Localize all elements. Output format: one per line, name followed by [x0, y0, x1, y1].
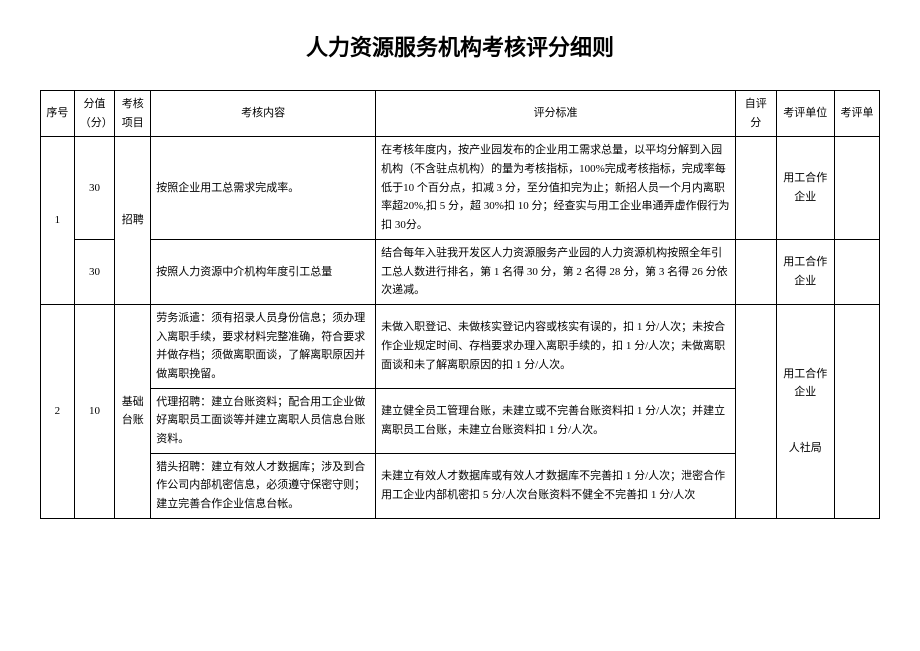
cell-self	[736, 137, 776, 239]
cell-project: 招聘	[115, 137, 151, 305]
table-row: 1 30 招聘 按照企业用工总需求完成率。 在考核年度内，按产业园发布的企业用工…	[41, 137, 880, 239]
cell-content: 代理招聘：建立台账资料；配合用工企业做好离职员工面谈等并建立离职人员信息台账资料…	[151, 388, 376, 453]
cell-score: 30	[74, 137, 114, 239]
cell-content: 按照人力资源中介机构年度引工总量	[151, 239, 376, 304]
header-content: 考核内容	[151, 91, 376, 137]
table-row: 30 按照人力资源中介机构年度引工总量 结合每年入驻我开发区人力资源服务产业园的…	[41, 239, 880, 304]
cell-standard: 未做入职登记、未做核实登记内容或核实有误的，扣 1 分/人次；未按合作企业规定时…	[376, 304, 736, 388]
table-row: 2 10 基础台账 劳务派遣：须有招录人员身份信息；须办理入离职手续，要求材料完…	[41, 304, 880, 388]
cell-standard: 未建立有效人才数据库或有效人才数据库不完善扣 1 分/人次；泄密合作用工企业内部…	[376, 453, 736, 518]
header-project: 考核项目	[115, 91, 151, 137]
cell-score: 30	[74, 239, 114, 304]
cell-project: 基础台账	[115, 304, 151, 518]
cell-unit: 用工合作企业	[776, 239, 834, 304]
header-seq: 序号	[41, 91, 75, 137]
cell-self	[736, 239, 776, 304]
cell-content: 猎头招聘：建立有效人才数据库；涉及到合作公司内部机密信息，必须遵守保密守则；建立…	[151, 453, 376, 518]
cell-seq: 1	[41, 137, 75, 305]
header-score: 分值（分）	[74, 91, 114, 137]
header-unit: 考评单位	[776, 91, 834, 137]
cell-standard: 结合每年入驻我开发区人力资源服务产业园的人力资源机构按照全年引工总人数进行排名，…	[376, 239, 736, 304]
cell-self	[736, 304, 776, 518]
cell-seq: 2	[41, 304, 75, 518]
header-standard: 评分标准	[376, 91, 736, 137]
header-self: 自评分	[736, 91, 776, 137]
cell-unit: 用工合作企业	[776, 137, 834, 239]
cell-score: 10	[74, 304, 114, 518]
cell-standard: 建立健全员工管理台账，未建立或不完善台账资料扣 1 分/人次；并建立离职员工台账…	[376, 388, 736, 453]
cell-content: 按照企业用工总需求完成率。	[151, 137, 376, 239]
cell-eval	[834, 239, 879, 304]
cell-eval	[834, 304, 879, 518]
header-eval: 考评单	[834, 91, 879, 137]
cell-content: 劳务派遣：须有招录人员身份信息；须办理入离职手续，要求材料完整准确，符合要求并做…	[151, 304, 376, 388]
cell-eval	[834, 137, 879, 239]
page-title: 人力资源服务机构考核评分细则	[40, 30, 880, 62]
cell-unit: 用工合作企业 人社局	[776, 304, 834, 518]
evaluation-table: 序号 分值（分） 考核项目 考核内容 评分标准 自评分 考评单位 考评单 1 3…	[40, 90, 880, 519]
table-header-row: 序号 分值（分） 考核项目 考核内容 评分标准 自评分 考评单位 考评单	[41, 91, 880, 137]
cell-standard: 在考核年度内，按产业园发布的企业用工需求总量，以平均分解到入园机构（不含驻点机构…	[376, 137, 736, 239]
